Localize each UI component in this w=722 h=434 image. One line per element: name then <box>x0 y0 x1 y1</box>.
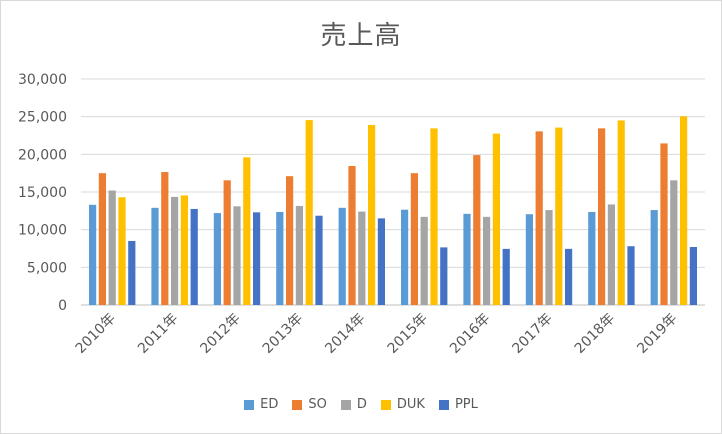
bar-duk <box>118 197 126 305</box>
x-tick-label: 2015年 <box>385 311 431 357</box>
x-tick-label: 2018年 <box>572 311 618 357</box>
legend-label: PPL <box>454 397 478 412</box>
bar-duk <box>617 120 625 305</box>
bar-d <box>171 196 179 305</box>
bar-duk <box>680 116 688 305</box>
x-tick-label: 2014年 <box>322 311 368 357</box>
bar-d <box>295 205 303 305</box>
bar-duk <box>492 133 500 305</box>
bar-so <box>286 176 294 305</box>
bar-ppl <box>253 212 261 305</box>
bar-d <box>420 216 428 305</box>
legend-label: SO <box>308 397 327 412</box>
y-tick-label: 25,000 <box>18 110 67 126</box>
bar-so <box>223 180 231 305</box>
bar-duk <box>305 120 313 305</box>
legend-swatch <box>438 399 449 410</box>
bar-ed <box>463 213 471 305</box>
legend-item-ed: ED <box>244 397 278 412</box>
bar-d <box>108 190 116 305</box>
legend-swatch <box>340 399 351 410</box>
x-tick-label: 2016年 <box>447 311 493 357</box>
bar-d <box>233 206 241 305</box>
legend-swatch <box>244 399 255 410</box>
bar-so <box>473 155 481 305</box>
y-tick-label: 20,000 <box>18 147 67 163</box>
x-tick-label: 2011年 <box>135 311 181 357</box>
y-tick-label: 5,000 <box>27 260 67 276</box>
bar-so <box>598 128 606 305</box>
bar-so <box>98 173 106 305</box>
legend: ED SO D DUK PPL <box>1 397 721 412</box>
legend-swatch <box>380 399 391 410</box>
y-tick-label: 30,000 <box>18 72 67 88</box>
bar-ed <box>89 204 97 305</box>
bar-ppl <box>190 208 198 305</box>
bar-ed <box>213 213 221 305</box>
bar-ed <box>401 209 409 305</box>
bar-ppl <box>440 247 448 305</box>
bar-d <box>545 210 553 305</box>
bar-ppl <box>377 218 385 305</box>
bar-ppl <box>502 248 510 305</box>
bar-duk <box>430 128 438 305</box>
bar-ed <box>588 211 596 305</box>
bar-duk <box>368 124 376 305</box>
y-tick-label: 15,000 <box>18 185 67 201</box>
bar-d <box>483 216 491 305</box>
legend-item-so: SO <box>292 397 327 412</box>
x-tick-label: 2013年 <box>260 311 306 357</box>
bar-duk <box>555 127 563 305</box>
bar-d <box>358 211 366 305</box>
bar-ed <box>338 207 346 305</box>
legend-swatch <box>292 399 303 410</box>
bar-ed <box>525 214 533 305</box>
bar-ed <box>276 211 284 305</box>
bar-ed <box>151 207 159 305</box>
bar-duk <box>243 157 251 305</box>
x-tick-label: 2017年 <box>509 311 555 357</box>
bar-ppl <box>689 246 697 305</box>
bar-so <box>660 143 668 305</box>
bar-ppl <box>128 240 136 305</box>
legend-label: DUK <box>396 397 425 412</box>
bar-ppl <box>315 215 323 305</box>
bar-so <box>410 173 418 305</box>
bar-ppl <box>627 246 635 305</box>
legend-item-ppl: PPL <box>438 397 478 412</box>
chart-title: 売上高 <box>320 21 402 51</box>
y-tick-label: 0 <box>58 298 67 314</box>
legend-item-duk: DUK <box>380 397 425 412</box>
x-tick-label: 2012年 <box>197 311 243 357</box>
y-tick-label: 10,000 <box>18 223 67 239</box>
legend-item-d: D <box>340 397 367 412</box>
bar-so <box>535 131 543 305</box>
bar-so <box>348 166 356 305</box>
bar-so <box>161 172 169 305</box>
bar-d <box>670 180 678 305</box>
legend-label: ED <box>260 397 279 412</box>
bar-duk <box>180 195 188 305</box>
x-tick-label: 2019年 <box>634 311 680 357</box>
bar-d <box>607 204 615 305</box>
bar-ppl <box>565 248 573 305</box>
bar-ed <box>650 210 658 305</box>
x-tick-label: 2010年 <box>73 311 119 357</box>
legend-label: D <box>356 397 367 412</box>
